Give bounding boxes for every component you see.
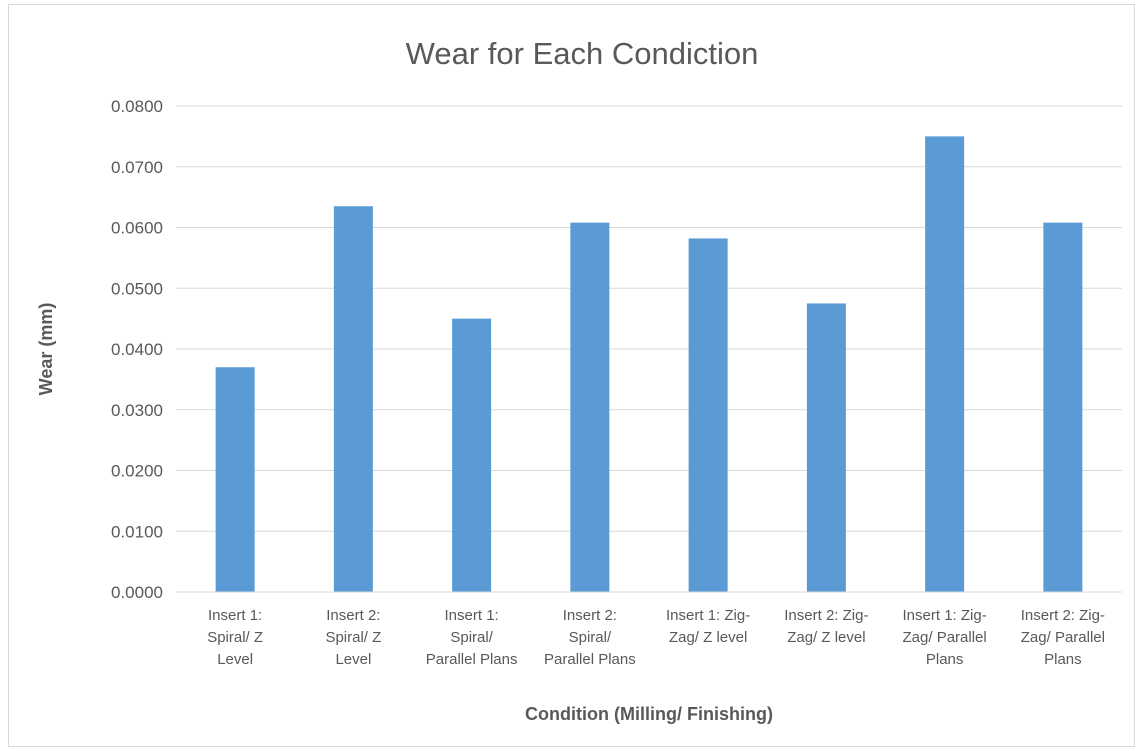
y-tick-label: 0.0600 [111, 219, 163, 238]
y-tick-label: 0.0200 [111, 462, 163, 481]
x-category-label: Insert 1: Zig-Zag/ Z level [666, 607, 750, 646]
y-tick-label: 0.0500 [111, 279, 163, 298]
bar [215, 367, 255, 592]
x-category-label: Insert 2: Zig-Zag/ Z level [784, 607, 868, 646]
chart-area: Wear for Each Condiction 0.0000 0.0100 0.0… [8, 4, 1135, 747]
y-tick-label: 0.0100 [111, 522, 163, 541]
x-category-label: Insert 1: Spiral/ Z Level [207, 607, 263, 668]
bar [570, 222, 610, 592]
y-tick-label: 0.0400 [111, 340, 163, 359]
bar [688, 238, 728, 592]
y-tick-label: 0.0700 [111, 158, 163, 177]
x-axis-title: Condition (Milling/ Finishing) [525, 704, 773, 724]
bar [1043, 222, 1083, 592]
x-category-label: Insert 2: Zig-Zag/ Parallel Plans [1021, 607, 1105, 668]
chart-title: Wear for Each Condiction [406, 36, 759, 71]
x-category-label: Insert 1: Spiral/Parallel Plans [426, 607, 518, 668]
x-axis-categories: Insert 1: Spiral/ Z Level Insert 2: Spiral/ … [207, 607, 1105, 668]
x-category-label: Insert 2: Spiral/Parallel Plans [544, 607, 636, 668]
bar [333, 206, 373, 593]
y-axis-ticks: 0.0000 0.0100 0.0200 0.0300 0.0400 0.0500 0.06… [111, 97, 163, 602]
gridlines [176, 105, 1122, 532]
bar [925, 136, 965, 592]
bars [215, 136, 1083, 593]
y-tick-label: 0.0000 [111, 583, 163, 602]
y-axis-title: Wear (mm) [36, 303, 56, 396]
x-category-label: Insert 2: Spiral/ Z Level [325, 607, 381, 668]
bar [452, 318, 492, 592]
y-tick-label: 0.0800 [111, 97, 163, 116]
x-category-label: Insert 1: Zig-Zag/ Parallel Plans [903, 607, 987, 668]
y-tick-label: 0.0300 [111, 401, 163, 420]
bar [806, 303, 846, 592]
bar-chart: Wear for Each Condiction 0.00000.01000.0… [36, 36, 1122, 724]
